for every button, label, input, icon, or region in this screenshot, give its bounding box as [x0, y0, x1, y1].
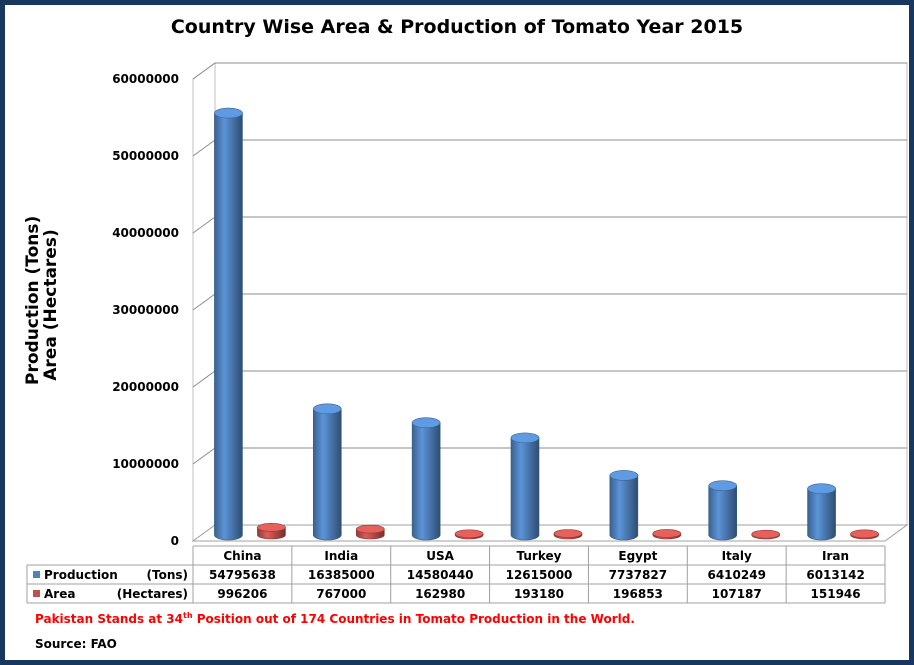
legend-unit-production: (Tons) [147, 568, 189, 582]
x-category-label: Egypt [618, 549, 657, 563]
bar-production-egypt [609, 475, 639, 541]
data-label-area: 107187 [712, 587, 762, 601]
footnote-text-start: Pakistan Stands at 34 [35, 612, 184, 626]
x-category-label: Turkey [517, 549, 562, 563]
bar-production-turkey [510, 437, 540, 541]
bar-production-iran [807, 488, 836, 541]
legend-label-production: Production [44, 568, 118, 582]
footnote-text-end: Position out of 174 Countries in Tomato … [192, 612, 635, 626]
bar-production-usa [411, 422, 441, 541]
data-label-production: 6410249 [707, 568, 765, 582]
legend-key-production [33, 571, 40, 578]
chart-plot: 0 10000000 20000000 30000000 40000000 5000000… [26, 62, 909, 604]
x-category-label: China [223, 549, 261, 563]
x-category-label: Iran [822, 549, 849, 563]
bar-top-area-usa [454, 529, 484, 539]
gridline-side [192, 293, 216, 311]
gridline-side [192, 139, 216, 157]
y-tick-label: 50000000 [112, 149, 179, 163]
data-label-production: 16385000 [308, 568, 375, 582]
gridline-side [192, 216, 216, 234]
y-tick-label: 0 [171, 534, 179, 548]
y-axis-title-production: Production (Tons) [23, 215, 43, 385]
legend-key-area [33, 590, 40, 597]
y-tick-label: 10000000 [112, 457, 179, 471]
footnote: Pakistan Stands at 34th Position out of … [35, 611, 635, 626]
legend-label-area: Area [44, 587, 75, 601]
data-label-area: 767000 [316, 587, 366, 601]
bar-top-area-italy [751, 529, 781, 539]
y-tick-label: 40000000 [112, 226, 179, 240]
chart-title: Country Wise Area & Production of Tomato… [170, 16, 744, 38]
bar-top-production-egypt [609, 470, 639, 481]
y-axis-title-area: Area (Hectares) [41, 229, 61, 381]
data-label-production: 6013142 [806, 568, 864, 582]
data-label-production: 12615000 [506, 568, 573, 582]
x-category-label: Italy [722, 549, 752, 563]
footnote-superscript: th [183, 611, 193, 620]
data-label-production: 54795638 [209, 568, 276, 582]
x-category-label: USA [426, 549, 454, 563]
data-label-area: 193180 [514, 587, 564, 601]
bar-top-area-china [257, 523, 286, 532]
data-label-area: 151946 [811, 587, 861, 601]
gridline-side [192, 370, 216, 388]
gridline-side [192, 447, 216, 465]
data-label-production: 7737827 [609, 568, 667, 582]
gridline-side [192, 62, 216, 80]
data-label-area: 162980 [415, 587, 465, 601]
data-label-area: 996206 [217, 587, 267, 601]
bar-top-production-iran [807, 483, 836, 494]
bar-production-china [214, 112, 243, 541]
y-tick-label: 30000000 [112, 303, 179, 317]
bar-top-area-egypt [652, 529, 682, 538]
data-label-production: 14580440 [407, 568, 474, 582]
bar-production-india [312, 408, 342, 541]
bar-top-area-india [355, 524, 385, 534]
x-category-label: India [324, 549, 358, 563]
bar-top-production-china [214, 107, 243, 119]
bar-top-production-italy [708, 480, 738, 491]
bar-production-italy [708, 485, 738, 541]
bar-top-production-india [312, 403, 342, 415]
bar-top-production-usa [411, 417, 441, 429]
bar-top-area-turkey [553, 529, 583, 538]
y-tick-label: 20000000 [112, 380, 179, 394]
source-note: Source: FAO [35, 637, 117, 651]
legend-unit-area: (Hectares) [117, 587, 188, 601]
y-tick-label: 60000000 [112, 72, 179, 86]
bar-top-production-turkey [510, 432, 540, 444]
plot-floor [191, 524, 909, 542]
bar-top-area-iran [850, 529, 879, 539]
data-label-area: 196853 [613, 587, 663, 601]
